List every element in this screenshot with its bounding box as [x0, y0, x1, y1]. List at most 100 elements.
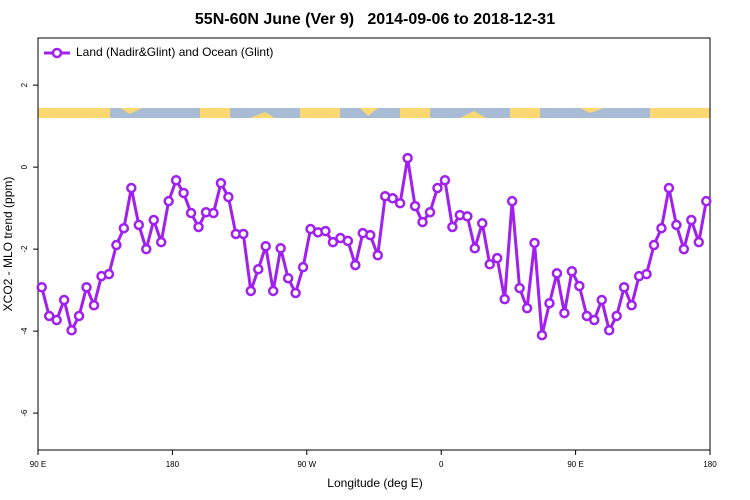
data-point — [506, 195, 518, 207]
map-strip — [38, 108, 710, 118]
data-point — [589, 314, 600, 326]
legend-label: Land (Nadir&Glint) and Ocean (Glint) — [76, 45, 273, 59]
data-point — [58, 294, 70, 306]
data-point — [320, 225, 331, 237]
legend-marker — [51, 47, 63, 59]
data-point — [678, 243, 690, 255]
data-point — [641, 268, 652, 280]
data-point — [342, 235, 354, 247]
y-tick-label: -2 — [20, 245, 29, 253]
data-point — [185, 207, 197, 219]
data-point — [409, 200, 421, 212]
y-tick-label: 2 — [20, 82, 29, 87]
data-point — [559, 307, 570, 319]
series-line — [40, 156, 708, 337]
data-point — [372, 250, 383, 261]
data-point — [491, 252, 503, 264]
data-point — [282, 272, 294, 284]
data-point — [626, 300, 637, 311]
plot-frame — [37, 37, 711, 451]
data-point — [148, 214, 159, 226]
data-point — [66, 325, 77, 336]
data-point — [215, 177, 227, 189]
data-point — [439, 175, 451, 186]
data-point — [462, 211, 473, 222]
data-point — [551, 268, 563, 279]
data-point — [178, 187, 189, 199]
y-tick-label: -4 — [20, 327, 29, 335]
data-point — [141, 243, 152, 255]
data-point — [394, 197, 406, 209]
data-point — [223, 191, 234, 203]
x-tick-label: 90 E — [30, 460, 46, 469]
data-point — [73, 310, 85, 322]
legend: Land (Nadir&Glint) and Ocean (Glint) — [44, 45, 273, 59]
data-point — [253, 263, 264, 275]
data-point — [701, 195, 712, 207]
data-point — [529, 237, 540, 249]
data-point — [596, 294, 607, 306]
data-point — [387, 193, 398, 204]
data-point — [424, 206, 436, 218]
data-point — [536, 329, 548, 341]
data-point — [514, 282, 525, 294]
data-point — [544, 297, 555, 309]
data-point — [267, 285, 279, 297]
data-point — [260, 241, 271, 252]
x-tick-label: 90 W — [297, 460, 316, 469]
data-point — [118, 222, 130, 234]
y-tick-label: 0 — [20, 164, 29, 169]
data-point — [469, 243, 481, 254]
data-point — [521, 302, 533, 314]
chart-title: 55N-60N June (Ver 9) 2014-09-06 to 2018-… — [195, 11, 555, 28]
data-point — [297, 261, 309, 273]
data-point — [656, 222, 667, 234]
data-point — [290, 287, 301, 299]
y-axis-label: XCO2 - MLO trend (ppm) — [1, 177, 15, 312]
data-point — [111, 239, 122, 251]
data-point — [671, 219, 682, 231]
x-tick-label: 0 — [439, 460, 444, 469]
x-axis-label: Longitude (deg E) — [327, 476, 422, 490]
data-point — [275, 243, 286, 254]
data-point — [648, 239, 660, 251]
data-point — [238, 228, 249, 240]
data-point — [477, 218, 488, 229]
data-point — [365, 229, 376, 241]
data-point — [499, 293, 510, 305]
x-tick-label: 90 E — [567, 460, 583, 469]
data-point — [693, 236, 705, 248]
data-point — [170, 175, 182, 186]
data-point — [103, 268, 115, 280]
data-point — [133, 219, 145, 231]
data-point — [603, 325, 615, 336]
data-point — [611, 310, 622, 322]
data-point — [581, 310, 593, 322]
data-point — [43, 310, 55, 322]
x-tick-label: 180 — [166, 460, 180, 469]
x-tick-label: 180 — [703, 460, 717, 469]
data-point — [566, 266, 578, 277]
data-point — [126, 182, 137, 194]
data-point — [245, 285, 257, 297]
data-point — [155, 236, 167, 248]
data-point — [88, 300, 100, 311]
data-point — [36, 281, 47, 293]
data-point — [484, 259, 495, 270]
data-point — [208, 207, 219, 219]
data-point — [327, 236, 339, 248]
data-point — [447, 221, 458, 233]
data-point — [193, 221, 204, 233]
data-point — [574, 280, 585, 292]
data-point — [81, 281, 92, 293]
data-point — [163, 195, 174, 207]
data-point — [402, 152, 413, 164]
data-point — [350, 259, 361, 271]
y-tick-label: -6 — [20, 409, 29, 417]
data-point — [618, 281, 630, 293]
data-point — [51, 314, 62, 326]
data-point — [417, 216, 428, 228]
data-point — [686, 214, 697, 226]
data-point — [432, 182, 443, 194]
